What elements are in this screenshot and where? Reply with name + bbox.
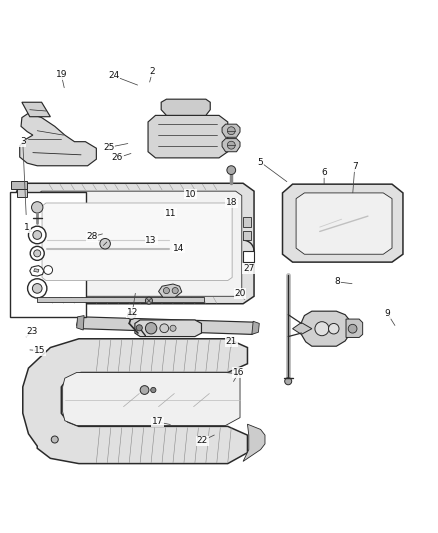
Polygon shape	[296, 193, 392, 254]
Circle shape	[151, 387, 156, 393]
Polygon shape	[283, 184, 403, 262]
Circle shape	[44, 265, 53, 274]
Text: 22: 22	[197, 437, 208, 446]
Text: 1: 1	[24, 223, 30, 232]
Text: 3: 3	[20, 137, 26, 146]
Text: 11: 11	[165, 208, 177, 217]
Circle shape	[172, 287, 178, 294]
Polygon shape	[23, 339, 247, 464]
Circle shape	[32, 284, 42, 293]
Polygon shape	[222, 139, 240, 152]
Text: 6: 6	[321, 168, 327, 177]
Circle shape	[227, 166, 236, 174]
Circle shape	[227, 127, 235, 135]
Text: 16: 16	[233, 368, 244, 377]
Text: 5: 5	[258, 158, 264, 167]
Circle shape	[28, 226, 46, 244]
Circle shape	[348, 324, 357, 333]
Polygon shape	[243, 251, 254, 262]
Polygon shape	[252, 321, 259, 334]
Circle shape	[127, 312, 135, 319]
Text: 25: 25	[103, 143, 114, 152]
Text: 21: 21	[226, 337, 237, 346]
Polygon shape	[222, 124, 240, 138]
Text: 17: 17	[152, 417, 163, 426]
Text: 15: 15	[34, 346, 45, 355]
Polygon shape	[30, 265, 44, 276]
Text: 9: 9	[385, 309, 391, 318]
Circle shape	[136, 325, 142, 331]
Polygon shape	[17, 183, 254, 304]
Polygon shape	[148, 115, 228, 158]
Text: 19: 19	[56, 70, 67, 79]
Text: 7: 7	[352, 162, 358, 171]
Polygon shape	[77, 317, 258, 334]
Circle shape	[163, 287, 170, 294]
Polygon shape	[63, 373, 240, 425]
Polygon shape	[243, 424, 265, 462]
Text: 2: 2	[150, 67, 155, 76]
Circle shape	[170, 325, 176, 332]
Text: 8: 8	[334, 277, 340, 286]
Polygon shape	[17, 188, 27, 197]
Circle shape	[315, 322, 329, 336]
Text: 18: 18	[226, 198, 237, 207]
Polygon shape	[161, 99, 210, 115]
Text: 26: 26	[112, 154, 123, 163]
Polygon shape	[20, 113, 96, 166]
Polygon shape	[346, 319, 363, 337]
Polygon shape	[42, 203, 232, 280]
Circle shape	[28, 279, 47, 298]
Polygon shape	[34, 269, 39, 272]
Text: 20: 20	[234, 289, 246, 298]
Circle shape	[30, 246, 44, 260]
Polygon shape	[301, 311, 350, 346]
Circle shape	[160, 324, 169, 333]
Circle shape	[34, 250, 41, 257]
Polygon shape	[159, 284, 182, 297]
Text: 27: 27	[243, 264, 254, 273]
Circle shape	[51, 436, 58, 443]
Text: 14: 14	[173, 244, 184, 253]
Text: 28: 28	[86, 232, 98, 241]
Text: 13: 13	[145, 236, 157, 245]
Text: 12: 12	[127, 308, 138, 317]
Polygon shape	[11, 181, 27, 189]
Text: 23: 23	[27, 327, 38, 336]
Polygon shape	[293, 322, 312, 334]
Polygon shape	[37, 297, 204, 302]
Circle shape	[285, 378, 292, 385]
Circle shape	[145, 322, 157, 334]
Text: 10: 10	[185, 190, 196, 199]
Polygon shape	[36, 191, 242, 296]
Circle shape	[33, 231, 42, 239]
Polygon shape	[77, 316, 84, 330]
FancyBboxPatch shape	[10, 192, 86, 317]
Circle shape	[32, 201, 43, 213]
Text: 24: 24	[108, 71, 120, 80]
Circle shape	[145, 297, 152, 304]
Circle shape	[100, 238, 110, 249]
Circle shape	[227, 141, 235, 149]
Polygon shape	[243, 231, 251, 240]
Polygon shape	[135, 320, 201, 336]
Polygon shape	[243, 217, 251, 227]
Circle shape	[328, 324, 339, 334]
Circle shape	[140, 386, 149, 394]
Polygon shape	[22, 102, 50, 117]
